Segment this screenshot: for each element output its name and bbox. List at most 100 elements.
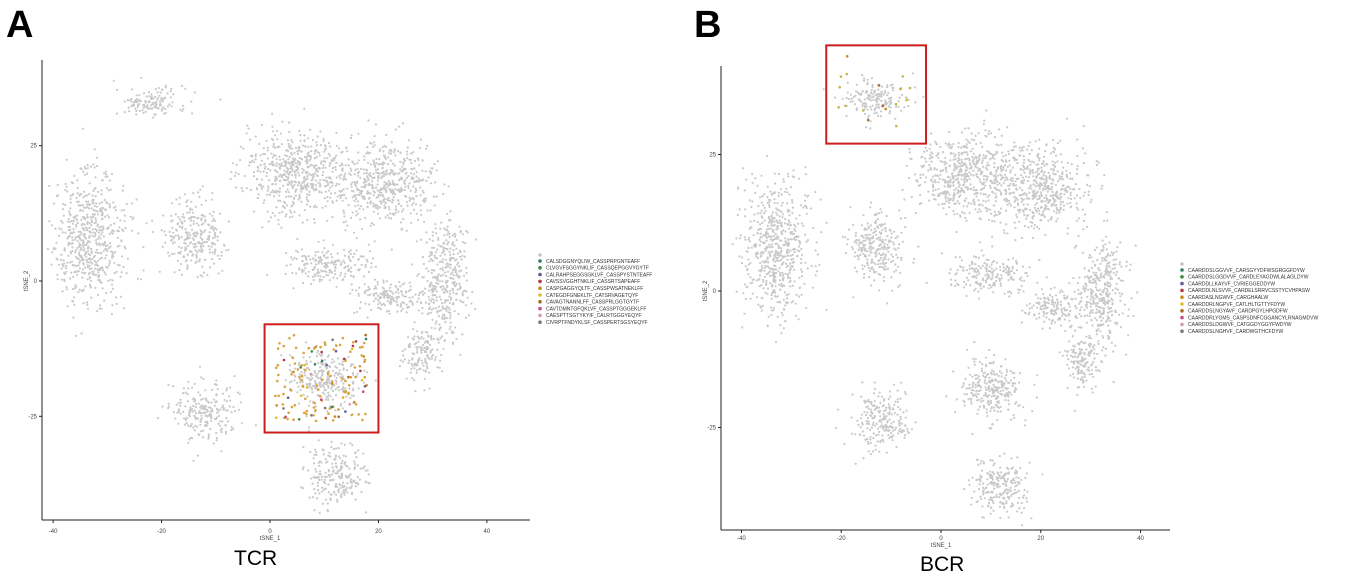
cell-point [877,92,880,95]
cell-point [136,104,139,107]
cell-point [1051,160,1054,163]
panel-b-letter: B [694,4,722,46]
cell-point [168,103,171,106]
cell-point [296,184,300,187]
cell-point [1047,201,1050,204]
cell-point [997,144,1000,147]
cell-point [154,88,157,91]
cell-point [978,208,981,211]
cell-point [1095,163,1099,167]
cell-point [975,172,978,175]
cell-point [880,99,883,102]
cell-point [1040,169,1043,172]
cell-point [937,203,940,206]
cell-point [1000,191,1003,194]
cell-point [980,182,984,185]
cell-point [1004,176,1007,179]
cell-point [1020,197,1023,200]
cell-point [308,159,311,162]
cell-point [990,212,993,215]
cell-point [319,144,322,147]
cell-point [900,109,903,112]
cell-point [1059,203,1062,206]
cell-point [1041,199,1044,203]
cell-point [959,168,962,171]
cell-point [1056,170,1059,173]
cell-point [154,103,157,106]
cell-point [1041,213,1044,216]
cell-point [1052,203,1055,206]
cell-point [981,159,984,163]
cell-point [162,106,165,109]
cell-point [1033,227,1036,230]
cell-point [1044,200,1047,203]
cell-point [304,187,307,190]
cell-point [849,93,853,96]
cell-point [1040,166,1043,169]
cell-point [1057,180,1060,183]
cell-point [262,201,265,204]
cell-point [1032,236,1035,239]
cell-point [145,95,148,98]
cell-point [158,94,161,97]
cell-point [1076,154,1079,158]
cell-point [268,179,271,182]
cell-point [993,204,996,207]
cell-point [1015,216,1019,219]
cell-point [932,175,935,178]
cell-point [190,100,193,103]
cell-point [1008,192,1011,195]
cell-point [325,176,328,179]
cell-point [1061,173,1064,176]
cell-point [276,145,279,149]
cell-point [939,160,942,163]
cell-point [942,207,945,210]
cell-point [973,139,976,142]
cell-point [1006,126,1009,129]
cell-point [986,150,989,153]
cell-point [1065,190,1068,193]
cell-point [952,196,955,199]
cell-point [993,136,997,139]
cell-point [974,155,977,158]
cell-point [986,161,989,164]
cell-point [1073,197,1076,200]
cell-point [961,161,964,164]
cell-point [273,195,276,198]
cell-point [246,124,249,127]
cell-point [993,157,996,160]
cell-point [1021,189,1024,192]
cell-point [941,151,945,154]
cell-point [949,197,952,201]
cell-point [869,127,872,130]
cell-point [939,169,942,172]
cell-point [1082,194,1085,197]
cell-point [937,181,940,184]
cell-point [1007,199,1011,202]
cell-point [182,107,185,110]
cell-point [996,174,1000,177]
cell-point [957,142,960,145]
cell-point [245,187,248,190]
cell-point [1050,204,1053,207]
cell-point [1032,179,1035,182]
cell-point [1021,176,1024,179]
cell-point [998,182,1001,185]
cell-point [949,178,953,181]
cell-point [313,221,316,224]
cell-point [952,177,955,180]
cell-point [983,181,986,184]
cell-point [1008,159,1011,162]
cell-point [973,157,976,160]
cell-point [1066,161,1069,164]
cell-point [1067,185,1070,188]
cell-point [316,135,319,138]
cell-point [869,99,873,102]
cell-point [955,167,958,170]
cell-point [1023,171,1026,174]
cell-point [968,141,971,144]
cell-point [869,94,872,97]
cell-point [937,156,940,159]
tcr-tsne-plot: -40 -20 0 20 40250-25tSNE_1tSNE_2CALSDGGNYQL… [24,60,652,542]
cell-point [871,86,874,89]
